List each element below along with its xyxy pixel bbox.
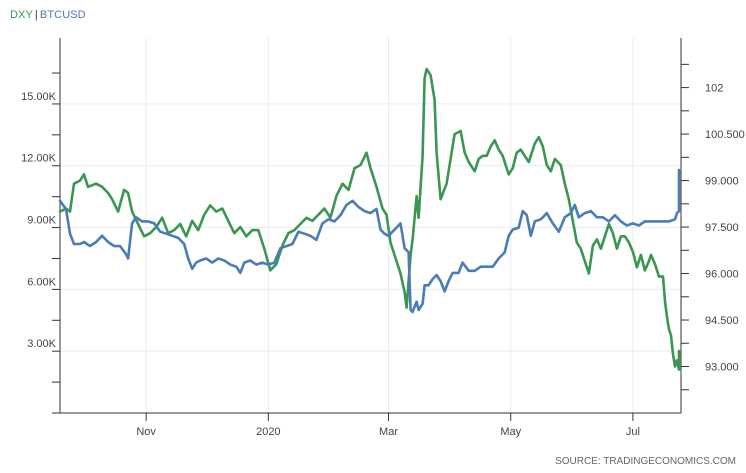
series-line-btcusd xyxy=(58,168,681,314)
legend-dxy-label[interactable]: DXY xyxy=(10,9,33,21)
y-right-tick-label: 93.000 xyxy=(705,362,739,374)
y-right-tick-label: 100.500 xyxy=(705,129,745,141)
series-line-dxy xyxy=(58,67,681,371)
chart-legend: DXY | BTCUSD xyxy=(10,9,86,21)
y-right-tick-label: 96.000 xyxy=(705,269,739,281)
y-right-tick-label: 102 xyxy=(705,83,723,95)
source-attribution: SOURCE: TRADINGECONOMICS.COM xyxy=(555,456,736,467)
x-axis-tick-label: Mar xyxy=(379,426,398,438)
y-right-tick-label: 97.500 xyxy=(705,222,739,234)
x-axis-tick-label: 2020 xyxy=(256,426,280,438)
y-left-tick-label: 12.00K xyxy=(21,153,57,165)
x-axis-tick-label: Jul xyxy=(626,426,640,438)
y-right-tick-label: 94.500 xyxy=(705,315,739,327)
y-left-tick-label: 9.00K xyxy=(27,215,56,227)
legend-separator: | xyxy=(34,9,38,21)
y-left-tick-label: 15.00K xyxy=(21,91,57,103)
y-left-tick-label: 6.00K xyxy=(27,276,56,288)
x-axis-tick-label: May xyxy=(500,426,521,438)
y-right-tick-label: 99.000 xyxy=(705,176,739,188)
x-axis-tick-label: Nov xyxy=(136,426,156,438)
y-left-tick-label: 3.00K xyxy=(27,338,56,350)
legend-btc-label[interactable]: BTCUSD xyxy=(39,9,86,21)
